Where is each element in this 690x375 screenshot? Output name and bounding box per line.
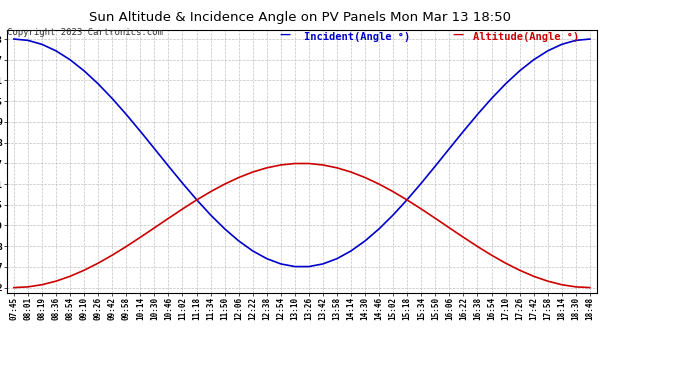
Text: Copyright 2023 Cartronics.com: Copyright 2023 Cartronics.com	[7, 28, 163, 37]
Text: —: —	[452, 29, 463, 39]
Text: —: —	[279, 29, 290, 39]
Text: Incident(Angle °): Incident(Angle °)	[304, 32, 410, 42]
Text: Sun Altitude & Incidence Angle on PV Panels Mon Mar 13 18:50: Sun Altitude & Incidence Angle on PV Pan…	[89, 11, 511, 24]
Text: Altitude(Angle °): Altitude(Angle °)	[473, 32, 579, 42]
